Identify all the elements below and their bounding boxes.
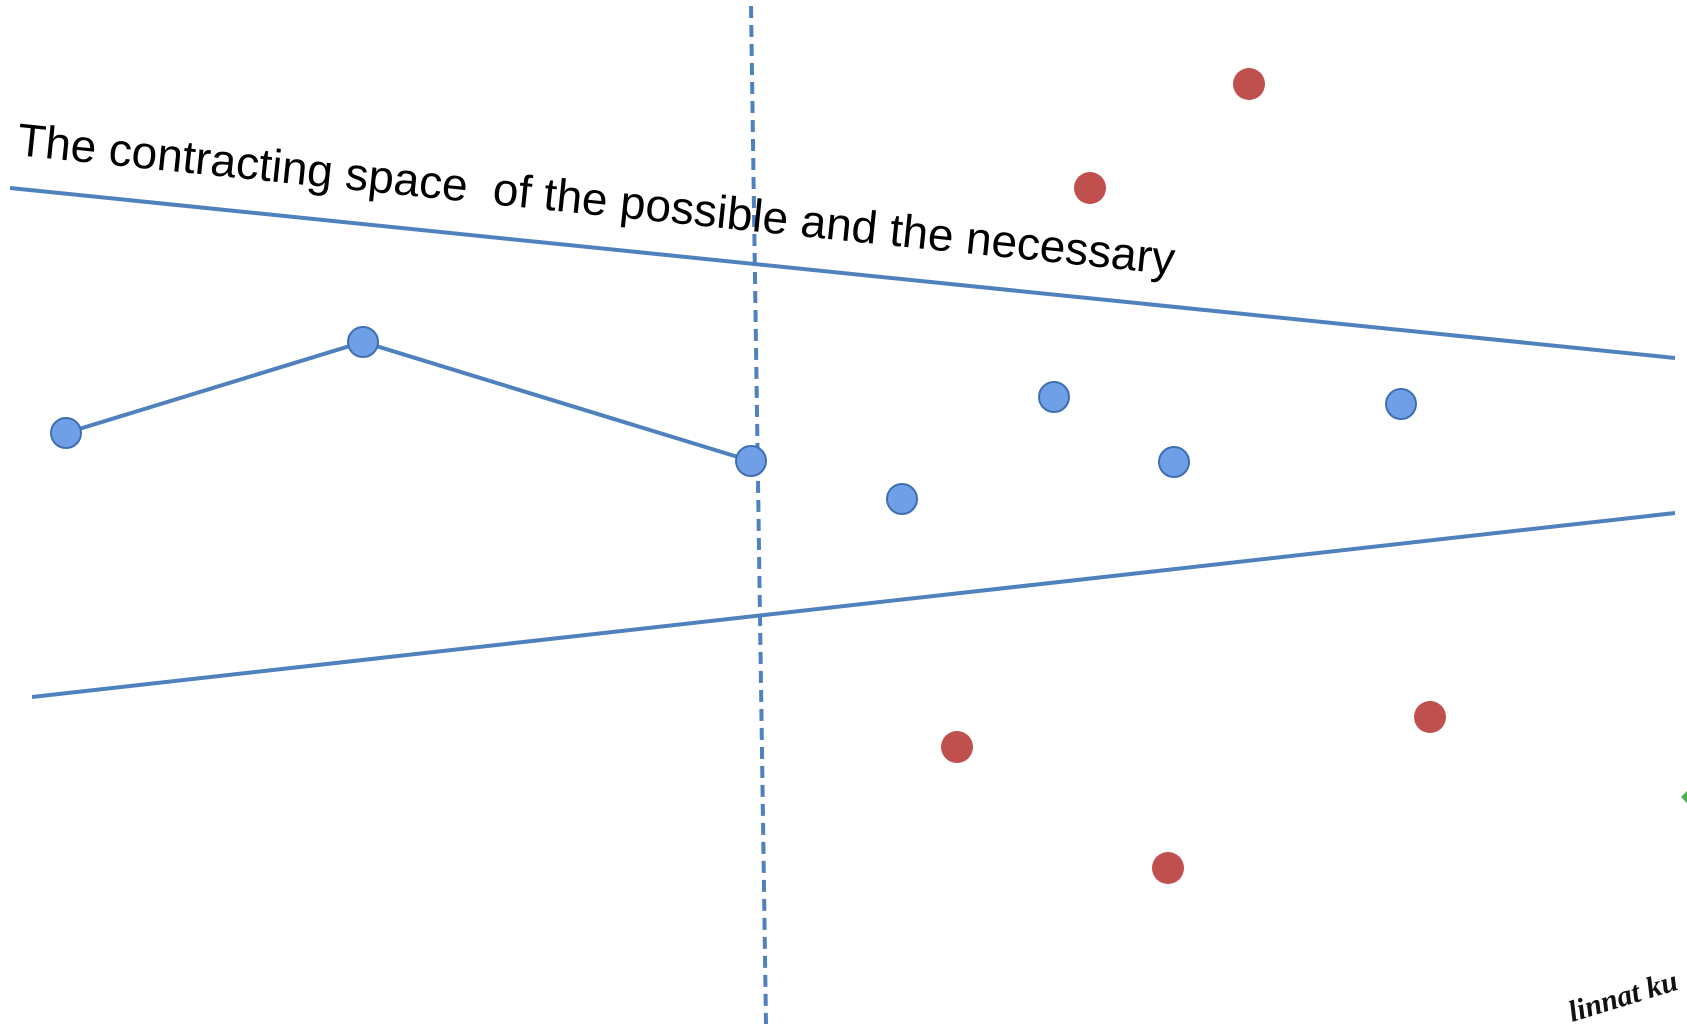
corner-fragment-text: linnat ku xyxy=(1564,964,1681,1024)
path-node xyxy=(735,445,767,477)
red-node xyxy=(1074,172,1106,204)
diagram-caption: The contracting space of the possible an… xyxy=(15,113,1178,284)
blue-node xyxy=(886,483,918,515)
red-node xyxy=(1414,701,1446,733)
path-node xyxy=(347,326,379,358)
upper-boundary-line xyxy=(9,186,1676,360)
red-node xyxy=(941,731,973,763)
excluded-nodes xyxy=(941,68,1446,884)
dashed-divider-line xyxy=(749,5,768,1024)
trajectory-nodes xyxy=(50,326,767,477)
green-arrow-mark xyxy=(1681,791,1687,803)
path-node xyxy=(50,417,82,449)
lower-boundary-line xyxy=(31,511,1676,699)
blue-node xyxy=(1158,446,1190,478)
red-node xyxy=(1152,852,1184,884)
possible-nodes xyxy=(886,381,1417,515)
blue-node xyxy=(1385,388,1417,420)
blue-node xyxy=(1038,381,1070,413)
red-node xyxy=(1233,68,1265,100)
trajectory-path xyxy=(65,339,752,463)
